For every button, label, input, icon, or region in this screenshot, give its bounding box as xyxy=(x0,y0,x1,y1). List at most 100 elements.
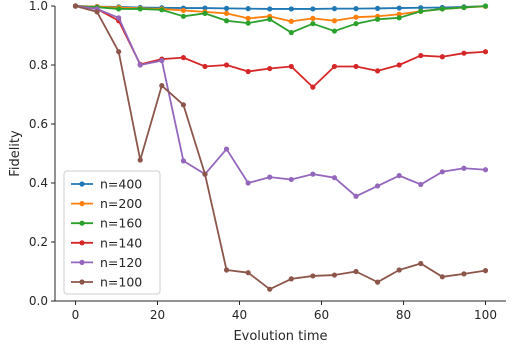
data-point xyxy=(159,83,165,89)
data-point xyxy=(353,6,359,12)
data-point xyxy=(288,29,294,36)
data-point xyxy=(202,5,208,11)
data-point xyxy=(288,18,294,24)
data-point xyxy=(396,62,402,68)
x-tick-label: 20 xyxy=(150,308,165,322)
data-point xyxy=(353,193,359,199)
data-point xyxy=(223,10,230,16)
data-point xyxy=(180,158,187,164)
data-point xyxy=(396,15,402,21)
data-point xyxy=(331,272,338,278)
data-point xyxy=(310,171,316,177)
legend-item: n=400 xyxy=(71,177,142,192)
data-point xyxy=(180,102,187,108)
series-line xyxy=(75,5,486,291)
data-point xyxy=(418,181,424,188)
data-point xyxy=(374,16,381,22)
data-point xyxy=(288,63,294,70)
data-point xyxy=(116,15,122,21)
data-point xyxy=(418,8,424,14)
data-point xyxy=(439,54,445,60)
y-tick-label: 0.2 xyxy=(29,235,48,249)
data-point xyxy=(396,173,402,179)
data-point xyxy=(267,16,273,22)
data-point xyxy=(159,7,165,13)
data-point xyxy=(396,5,402,11)
series-n-100 xyxy=(72,3,489,292)
legend-swatch-marker xyxy=(79,240,85,246)
y-tick-label: 0.6 xyxy=(29,117,48,131)
legend-swatch-marker xyxy=(79,220,85,226)
data-point xyxy=(245,270,251,276)
data-point xyxy=(288,6,294,12)
x-tick-label: 80 xyxy=(396,308,411,322)
legend-label: n=140 xyxy=(100,235,142,250)
data-point xyxy=(245,180,251,186)
data-point xyxy=(267,174,273,180)
data-point xyxy=(267,286,273,292)
legend-swatch-marker xyxy=(79,259,85,265)
legend-item: n=100 xyxy=(71,275,142,290)
legend-item: n=200 xyxy=(71,196,142,211)
data-point xyxy=(180,7,187,14)
data-point xyxy=(245,68,251,75)
data-point xyxy=(116,49,122,55)
legend-swatch-marker xyxy=(79,201,85,207)
series-line xyxy=(75,5,486,34)
data-point xyxy=(439,169,445,175)
legend-item: n=140 xyxy=(71,235,142,250)
data-point xyxy=(374,183,381,189)
data-point xyxy=(353,268,359,275)
data-point xyxy=(72,3,79,9)
data-point xyxy=(310,6,316,12)
data-point xyxy=(245,20,251,26)
data-point xyxy=(331,63,338,70)
y-tick-label: 0.4 xyxy=(29,176,48,190)
legend-item: n=120 xyxy=(71,255,142,270)
data-point xyxy=(331,18,338,24)
legend-label: n=100 xyxy=(100,275,142,290)
y-tick-label: 1.0 xyxy=(29,0,48,13)
x-tick-label: 0 xyxy=(72,308,80,322)
data-point xyxy=(245,15,251,21)
data-point xyxy=(245,6,251,12)
data-point xyxy=(482,3,489,9)
data-point xyxy=(180,13,187,19)
data-point xyxy=(180,55,187,61)
series-line xyxy=(75,5,486,198)
data-point xyxy=(310,21,316,27)
legend-label: n=160 xyxy=(100,216,142,231)
data-point xyxy=(223,5,230,11)
series-line xyxy=(75,5,486,10)
data-point xyxy=(267,65,273,72)
data-point xyxy=(418,260,424,267)
data-point xyxy=(202,171,208,177)
x-tick-label: 100 xyxy=(474,308,497,322)
data-point xyxy=(374,279,381,285)
data-point xyxy=(94,9,100,15)
data-point xyxy=(331,6,338,12)
data-point xyxy=(461,4,467,11)
legend-swatch-marker xyxy=(79,181,85,187)
x-tick-label: 40 xyxy=(232,308,247,322)
legend-item: n=160 xyxy=(71,216,142,231)
data-point xyxy=(202,63,208,70)
data-point xyxy=(482,49,489,55)
series-n-140 xyxy=(72,3,489,90)
y-axis-title: Fidelity xyxy=(8,130,23,177)
data-point xyxy=(223,146,230,152)
x-axis-title: Evolution time xyxy=(233,329,327,344)
data-point xyxy=(116,6,122,12)
data-point xyxy=(310,273,316,279)
data-point xyxy=(461,165,467,171)
data-point xyxy=(310,84,316,90)
data-point xyxy=(374,68,381,74)
legend-swatch-marker xyxy=(79,279,85,285)
series-n-120 xyxy=(72,3,489,199)
data-point xyxy=(374,5,381,11)
data-point xyxy=(267,6,273,12)
data-point xyxy=(461,271,467,277)
data-point xyxy=(418,52,424,59)
data-point xyxy=(461,50,467,56)
